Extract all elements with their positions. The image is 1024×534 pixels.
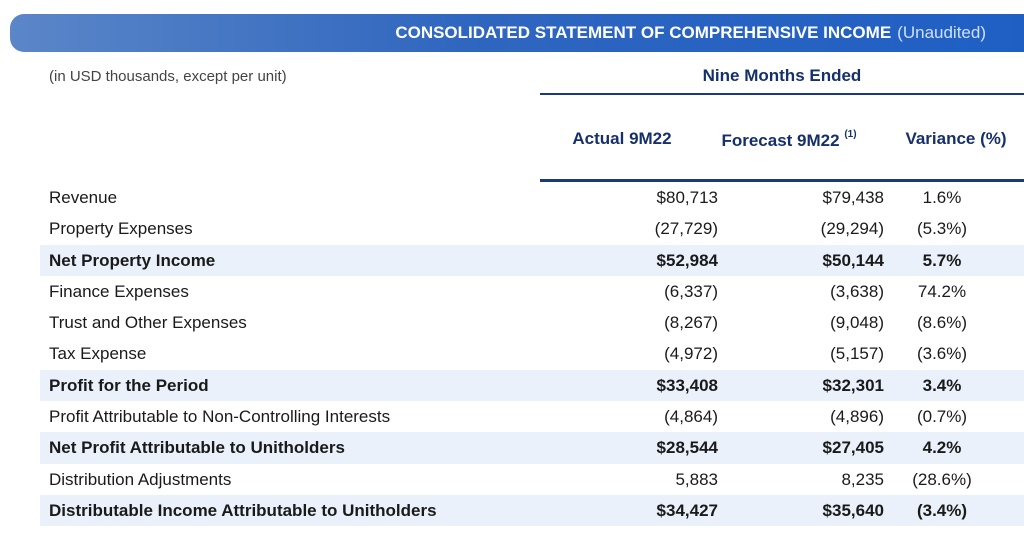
table-row: Revenue $80,713 $79,438 1.6% [40, 182, 1024, 213]
row-label: Distributable Income Attributable to Uni… [49, 500, 437, 520]
forecast-value: (9,048) [830, 313, 884, 333]
income-table-body: Revenue $80,713 $79,438 1.6% Property Ex… [40, 182, 1024, 527]
forecast-value: $27,405 [822, 438, 884, 458]
actual-value: (6,337) [664, 281, 718, 301]
actual-value: $80,713 [656, 188, 718, 207]
statement-subtitle: (Unaudited) [897, 23, 986, 42]
units-note: (in USD thousands, except per unit) [49, 68, 287, 85]
row-label: Trust and Other Expenses [49, 313, 247, 333]
variance-value: 74.2% [917, 281, 967, 301]
variance-value: (3.6%) [916, 344, 968, 364]
forecast-value: (29,294) [820, 219, 884, 239]
table-row: Distribution Adjustments 5,883 8,235 (28… [40, 464, 1024, 495]
table-row: Property Expenses (27,729) (29,294) (5.3… [40, 213, 1024, 244]
variance-value: (3.4%) [916, 500, 968, 520]
statement-banner: CONSOLIDATED STATEMENT OF COMPREHENSIVE … [10, 14, 1024, 52]
forecast-value: (3,638) [830, 281, 884, 301]
actual-value: $28,544 [656, 438, 718, 458]
forecast-value: $79,438 [822, 188, 884, 207]
row-label: Net Property Income [49, 250, 216, 270]
variance-value: (8.6%) [916, 313, 968, 333]
row-label: Revenue [49, 188, 118, 207]
actual-value: (27,729) [654, 219, 718, 239]
actual-value: $33,408 [656, 375, 718, 395]
header-rule-top [540, 93, 1024, 95]
period-header: Nine Months Ended [702, 66, 862, 85]
table-row: Tax Expense (4,972) (5,157) (3.6%) [40, 338, 1024, 369]
table-row: Profit Attributable to Non-Controlling I… [40, 401, 1024, 432]
row-label: Net Profit Attributable to Unitholders [49, 438, 345, 458]
actual-value: (4,972) [664, 344, 718, 364]
forecast-value: (4,896) [830, 407, 884, 427]
actual-value: (8,267) [664, 313, 718, 333]
table-row: Profit for the Period $33,408 $32,301 3.… [40, 369, 1024, 402]
row-label: Profit Attributable to Non-Controlling I… [49, 407, 391, 427]
column-header-actual: Actual 9M22 [572, 129, 672, 148]
variance-value: 4.2% [922, 438, 962, 458]
column-header-variance: Variance (%) [905, 129, 1007, 148]
forecast-value: (5,157) [830, 344, 884, 364]
header-rule-bottom [540, 179, 1024, 182]
statement-title: CONSOLIDATED STATEMENT OF COMPREHENSIVE … [395, 23, 892, 42]
table-row: Net Profit Attributable to Unitholders $… [40, 432, 1024, 464]
table-row: Distributable Income Attributable to Uni… [40, 494, 1024, 527]
table-row: Net Property Income $52,984 $50,144 5.7% [40, 244, 1024, 276]
forecast-value: $32,301 [822, 375, 884, 395]
forecast-footnote-marker: (1) [844, 129, 857, 140]
variance-value: 1.6% [922, 188, 962, 207]
actual-value: $34,427 [656, 500, 718, 520]
forecast-value: $35,640 [822, 500, 884, 520]
row-label: Tax Expense [49, 344, 147, 364]
variance-value: 5.7% [922, 250, 962, 270]
table-row: Trust and Other Expenses (8,267) (9,048)… [40, 307, 1024, 338]
variance-value: (0.7%) [916, 407, 968, 427]
actual-value: 5,883 [675, 469, 718, 489]
variance-value: 3.4% [922, 375, 962, 395]
actual-value: (4,864) [664, 407, 718, 427]
table-row: Finance Expenses (6,337) (3,638) 74.2% [40, 276, 1024, 307]
row-label: Finance Expenses [49, 281, 189, 301]
row-label: Property Expenses [49, 219, 193, 239]
variance-value: (28.6%) [912, 469, 972, 489]
row-label: Profit for the Period [49, 375, 209, 395]
actual-value: $52,984 [656, 250, 718, 270]
forecast-value: 8,235 [841, 469, 884, 489]
variance-value: (5.3%) [916, 219, 968, 239]
column-header-forecast: Forecast 9M22 (1) [721, 129, 857, 150]
forecast-value: $50,144 [822, 250, 884, 270]
row-label: Distribution Adjustments [49, 469, 232, 489]
